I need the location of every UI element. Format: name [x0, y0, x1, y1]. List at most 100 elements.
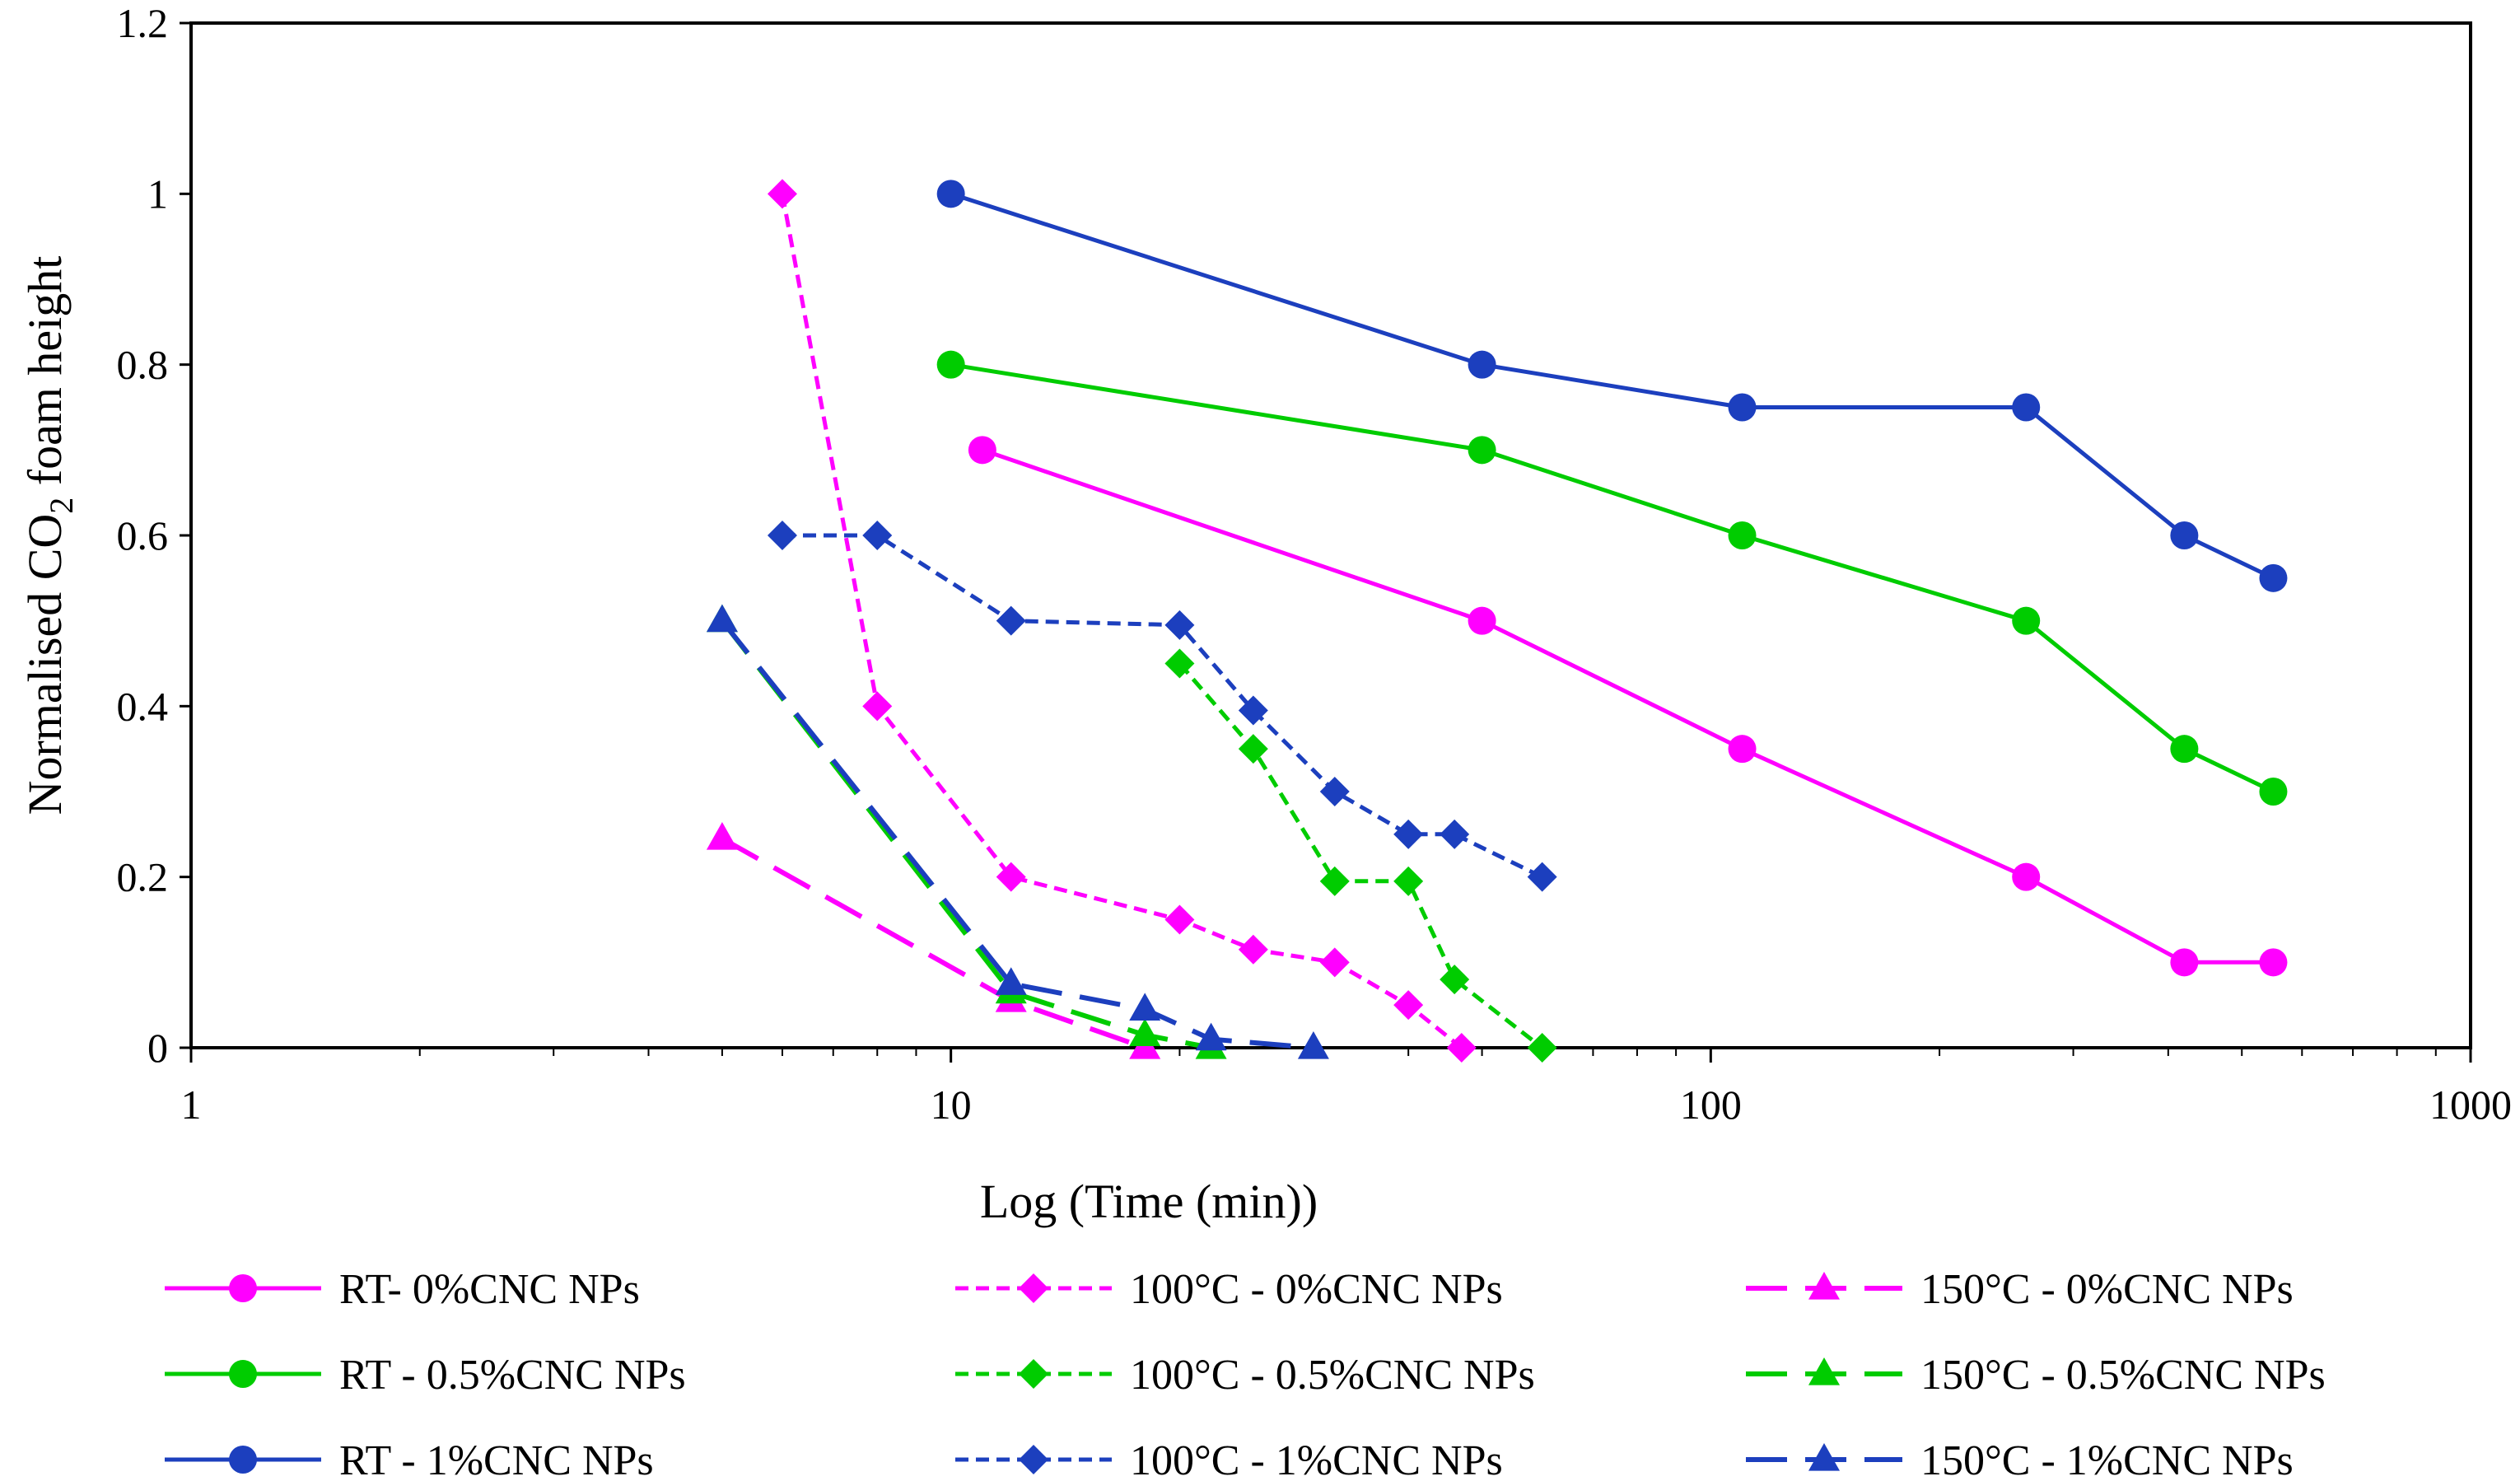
legend-label: 150°C - 1%CNC NPs — [1920, 1437, 2294, 1481]
data-point-triangle — [1129, 993, 1161, 1021]
data-point-diamond — [1393, 866, 1424, 896]
data-point-circle — [2012, 862, 2041, 891]
y-axis-title: Normalised CO2 foam height — [18, 256, 80, 815]
legend-label: 100°C - 1%CNC NPs — [1130, 1437, 1503, 1481]
data-point-circle — [2259, 563, 2288, 592]
data-point-diamond — [1164, 648, 1195, 679]
data-point-circle — [2259, 948, 2288, 977]
data-point-circle — [1728, 735, 1757, 764]
data-point-diamond — [1446, 1033, 1477, 1063]
data-point-triangle — [706, 822, 738, 850]
series-line — [782, 533, 1543, 879]
y-axis-title-rest: foam height — [18, 256, 72, 498]
series-2 — [936, 350, 2288, 806]
series-6 — [767, 521, 1557, 892]
legend-label: 100°C - 0%CNC NPs — [1130, 1266, 1503, 1313]
data-point-diamond — [1440, 819, 1470, 849]
data-point-diamond — [767, 179, 797, 209]
y-tick-label: 0.8 — [117, 342, 169, 388]
legend: RT- 0%CNC NPs RT - 0.5%CNC NPs RT - 1%CNC … — [165, 1266, 2326, 1481]
legend-label: 150°C - 0%CNC NPs — [1920, 1266, 2294, 1313]
legend-label: RT - 0.5%CNC NPs — [339, 1352, 686, 1399]
legend-label: RT - 1%CNC NPs — [339, 1437, 654, 1481]
y-tick-label: 0.4 — [117, 683, 169, 729]
data-point-triangle — [1129, 1018, 1161, 1047]
series-9 — [706, 604, 1329, 1059]
data-point-triangle — [706, 604, 738, 633]
data-point-triangle — [1297, 1031, 1329, 1059]
series-layer — [706, 179, 2288, 1063]
x-axis-title: Log (Time (min)) — [980, 1175, 1318, 1228]
legend-item: RT- 0%CNC NPs — [165, 1266, 640, 1313]
y-tick-label: 1.2 — [117, 0, 169, 46]
legend-item: 150°C - 0.5%CNC NPs — [1746, 1352, 2326, 1399]
data-point-diamond — [1238, 934, 1268, 965]
data-point-circle — [2012, 606, 2041, 635]
y-axis-title-subscript: 2 — [43, 498, 80, 514]
x-tick-label: 100 — [1680, 1082, 1742, 1128]
y-tick-label: 0.2 — [117, 854, 169, 900]
series-line — [780, 193, 1463, 1049]
y-tick-label: 0 — [147, 1025, 168, 1071]
series-line — [950, 362, 2275, 794]
data-point-diamond — [1238, 695, 1268, 726]
x-tick-label: 10 — [931, 1082, 972, 1128]
legend-item: 100°C - 1%CNC NPs — [955, 1437, 1503, 1481]
data-point-diamond — [1527, 862, 1557, 892]
series-3 — [936, 180, 2288, 592]
legend-item: RT - 0.5%CNC NPs — [165, 1352, 686, 1399]
series-1 — [968, 436, 2288, 977]
data-point-circle — [936, 180, 965, 208]
series-line — [720, 619, 1212, 1050]
series-line — [1178, 661, 1544, 1049]
series-4 — [767, 179, 1477, 1063]
y-tick-label: 1 — [147, 171, 168, 217]
data-point-triangle — [1808, 1357, 1840, 1385]
data-point-diamond — [1164, 904, 1195, 935]
legend-label: RT- 0%CNC NPs — [339, 1266, 640, 1313]
data-point-diamond — [1319, 777, 1350, 806]
x-axis: 1 10 100 1000 — [181, 1048, 2512, 1128]
data-point-circle — [229, 1274, 257, 1302]
data-point-diamond — [1527, 1033, 1557, 1063]
data-point-circle — [1468, 436, 1496, 465]
legend-item: 100°C - 0%CNC NPs — [955, 1266, 1503, 1313]
data-point-diamond — [1319, 866, 1350, 896]
data-point-circle — [1468, 350, 1496, 379]
data-point-circle — [968, 436, 996, 465]
data-point-circle — [229, 1446, 257, 1474]
data-point-diamond — [996, 605, 1026, 636]
data-point-diamond — [996, 862, 1026, 892]
y-axis-title-main: Normalised CO — [18, 514, 72, 815]
x-tick-label: 1 — [181, 1082, 202, 1128]
legend-item: 150°C - 1%CNC NPs — [1746, 1437, 2294, 1481]
data-point-circle — [2170, 735, 2199, 764]
legend-item: RT - 1%CNC NPs — [165, 1437, 654, 1481]
y-tick-label: 0.6 — [117, 512, 169, 558]
x-tick-label: 1000 — [2429, 1082, 2512, 1128]
legend-item: 150°C - 0%CNC NPs — [1746, 1266, 2294, 1313]
data-point-circle — [1728, 521, 1757, 549]
data-point-diamond — [862, 691, 893, 722]
legend-item: 100°C - 0.5%CNC NPs — [955, 1352, 1535, 1399]
data-point-circle — [1728, 393, 1757, 422]
y-axis: 0 0.2 0.4 0.6 0.8 1 1.2 — [117, 0, 191, 1071]
data-point-circle — [1468, 606, 1496, 635]
data-point-diamond — [767, 521, 797, 550]
data-point-diamond — [1440, 965, 1470, 995]
data-point-diamond — [1393, 990, 1424, 1021]
series-line — [982, 447, 2274, 965]
data-point-triangle — [995, 967, 1027, 995]
legend-label: 150°C - 0.5%CNC NPs — [1920, 1352, 2326, 1399]
data-point-triangle — [1195, 1022, 1227, 1051]
data-point-diamond — [1393, 819, 1424, 849]
data-point-circle — [2012, 393, 2041, 422]
series-5 — [1164, 648, 1557, 1063]
data-point-circle — [936, 350, 965, 379]
data-point-diamond — [1319, 947, 1350, 978]
data-point-circle — [2170, 521, 2199, 549]
data-point-circle — [229, 1360, 257, 1388]
data-point-diamond — [1164, 610, 1195, 640]
data-point-diamond — [1019, 1445, 1048, 1474]
